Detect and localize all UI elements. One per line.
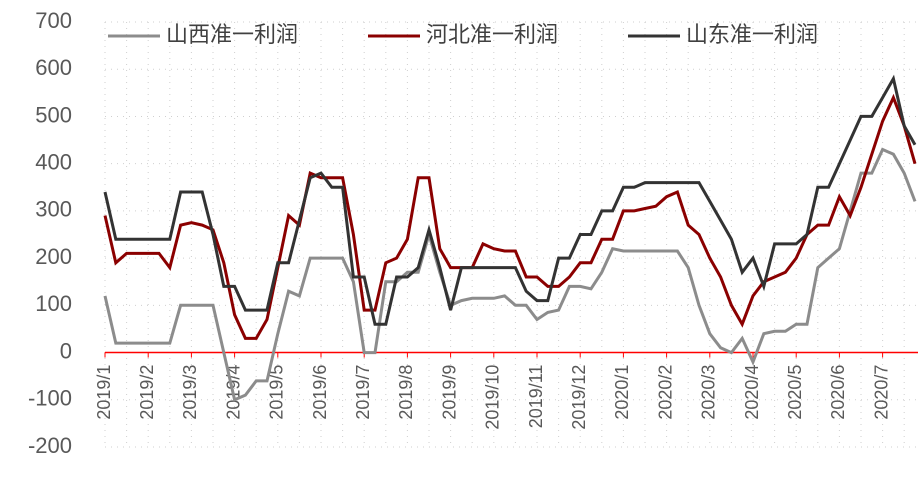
x-tick-label: 2020/2 <box>655 365 675 420</box>
y-tick-label: 700 <box>35 8 72 33</box>
x-tick-label: 2020/3 <box>699 365 719 420</box>
series-line <box>103 147 917 402</box>
x-tick-label: 2020/6 <box>828 365 848 420</box>
y-tick-label: 300 <box>35 197 72 222</box>
series-line <box>103 93 917 340</box>
x-tick-label: 2020/1 <box>612 365 632 420</box>
x-tick-label: 2020/5 <box>785 365 805 420</box>
legend-label: 河北准一利润 <box>426 22 558 47</box>
y-tick-label: 0 <box>60 338 72 363</box>
y-tick-label: 400 <box>35 149 72 174</box>
x-tick-label: 2019/11 <box>526 365 546 429</box>
y-tick-label: 500 <box>35 102 72 127</box>
x-tick-label: 2019/5 <box>267 365 287 420</box>
legend-label: 山东准一利润 <box>686 22 818 47</box>
x-tick-label: 2019/9 <box>439 365 459 420</box>
x-tick-label: 2019/7 <box>353 365 373 420</box>
x-tick-label: 2020/7 <box>871 365 891 420</box>
legend-label: 山西准一利润 <box>166 22 298 47</box>
x-tick-label: 2019/10 <box>483 365 503 430</box>
x-tick-label: 2019/2 <box>137 365 157 420</box>
y-tick-label: 200 <box>35 244 72 269</box>
y-tick-label: -200 <box>28 433 72 458</box>
x-tick-label: 2019/1 <box>94 365 114 420</box>
x-tick-label: 2019/12 <box>569 365 589 430</box>
series-line <box>103 74 917 326</box>
y-tick-label: 600 <box>35 55 72 80</box>
y-tick-label: 100 <box>35 291 72 316</box>
x-tick-label: 2019/6 <box>310 365 330 420</box>
x-tick-label: 2020/4 <box>742 365 762 420</box>
x-tick-label: 2019/8 <box>396 365 416 420</box>
x-tick-label: 2019/3 <box>180 365 200 420</box>
y-tick-label: -100 <box>28 386 72 411</box>
